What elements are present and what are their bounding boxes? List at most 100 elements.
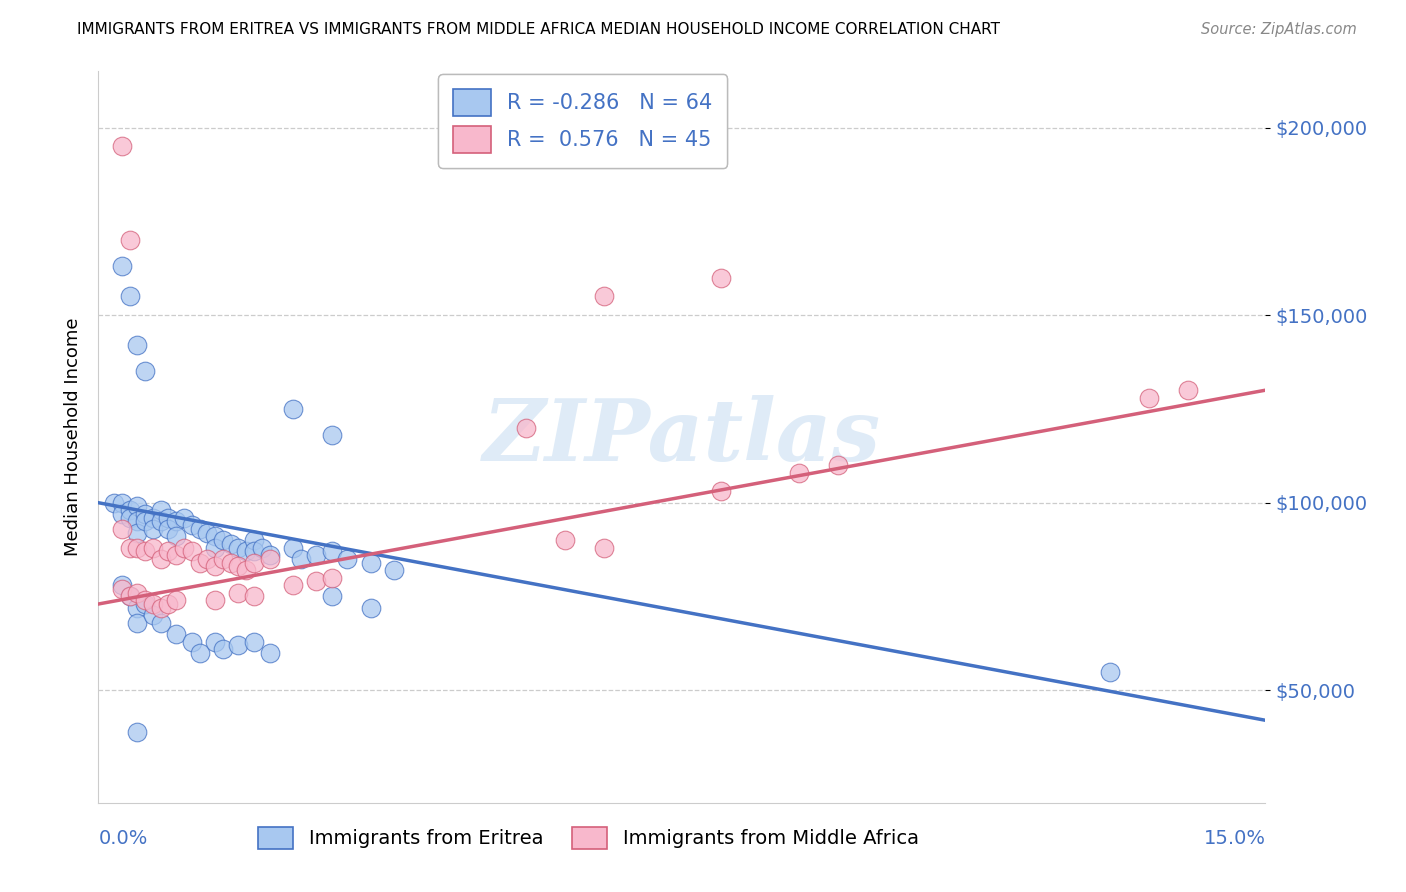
Legend: R = -0.286   N = 64, R =  0.576   N = 45: R = -0.286 N = 64, R = 0.576 N = 45 [439,74,727,168]
Point [127,724,149,739]
Point [195,525,218,540]
Point [1177,383,1199,397]
Point [127,615,149,630]
Point [127,500,149,514]
Point [149,515,172,529]
Point [243,533,266,548]
Point [243,590,266,604]
Point [165,515,187,529]
Point [134,364,156,378]
Point [127,541,149,555]
Point [321,590,343,604]
Point [212,552,235,566]
Text: Source: ZipAtlas.com: Source: ZipAtlas.com [1201,22,1357,37]
Point [515,420,537,434]
Point [787,466,810,480]
Point [127,586,149,600]
Point [228,638,250,652]
Point [103,496,125,510]
Point [157,510,180,524]
Point [204,559,226,574]
Point [188,556,211,570]
Point [305,548,328,562]
Point [259,552,281,566]
Point [321,544,343,558]
Point [290,552,312,566]
Point [134,597,156,611]
Point [118,233,141,247]
Point [118,590,141,604]
Point [173,541,195,555]
Point [149,552,172,566]
Point [165,548,187,562]
Point [165,529,187,543]
Point [235,563,257,577]
Point [281,578,304,592]
Point [111,582,134,596]
Text: IMMIGRANTS FROM ERITREA VS IMMIGRANTS FROM MIDDLE AFRICA MEDIAN HOUSEHOLD INCOME: IMMIGRANTS FROM ERITREA VS IMMIGRANTS FR… [77,22,1000,37]
Point [180,544,202,558]
Point [360,556,382,570]
Point [157,597,180,611]
Point [149,615,172,630]
Point [134,544,156,558]
Point [250,541,273,555]
Point [188,646,211,660]
Y-axis label: Median Household Income: Median Household Income [63,318,82,557]
Point [281,541,304,555]
Point [593,289,616,303]
Text: 0.0%: 0.0% [98,829,148,848]
Point [118,289,141,303]
Point [165,593,187,607]
Point [149,503,172,517]
Point [204,529,226,543]
Point [228,541,250,555]
Point [281,401,304,416]
Point [142,522,165,536]
Point [259,646,281,660]
Point [593,541,616,555]
Point [173,510,195,524]
Point [219,537,242,551]
Point [382,563,405,577]
Point [134,593,156,607]
Point [142,608,165,623]
Point [157,544,180,558]
Point [118,590,141,604]
Point [180,518,202,533]
Point [243,634,266,648]
Point [142,597,165,611]
Point [180,634,202,648]
Point [134,515,156,529]
Point [204,541,226,555]
Point [127,600,149,615]
Point [1098,665,1121,679]
Point [360,600,382,615]
Point [118,541,141,555]
Point [142,510,165,524]
Point [118,510,141,524]
Point [235,544,257,558]
Point [165,627,187,641]
Point [157,522,180,536]
Point [827,458,849,473]
Point [111,260,134,274]
Point [710,270,733,285]
Point [111,496,134,510]
Text: 15.0%: 15.0% [1204,829,1265,848]
Point [188,522,211,536]
Point [1137,391,1160,405]
Point [219,556,242,570]
Point [127,525,149,540]
Point [305,574,328,589]
Point [243,544,266,558]
Point [111,139,134,153]
Point [134,507,156,521]
Point [228,559,250,574]
Point [259,548,281,562]
Point [127,515,149,529]
Point [204,593,226,607]
Point [336,552,359,566]
Point [195,552,218,566]
Point [111,578,134,592]
